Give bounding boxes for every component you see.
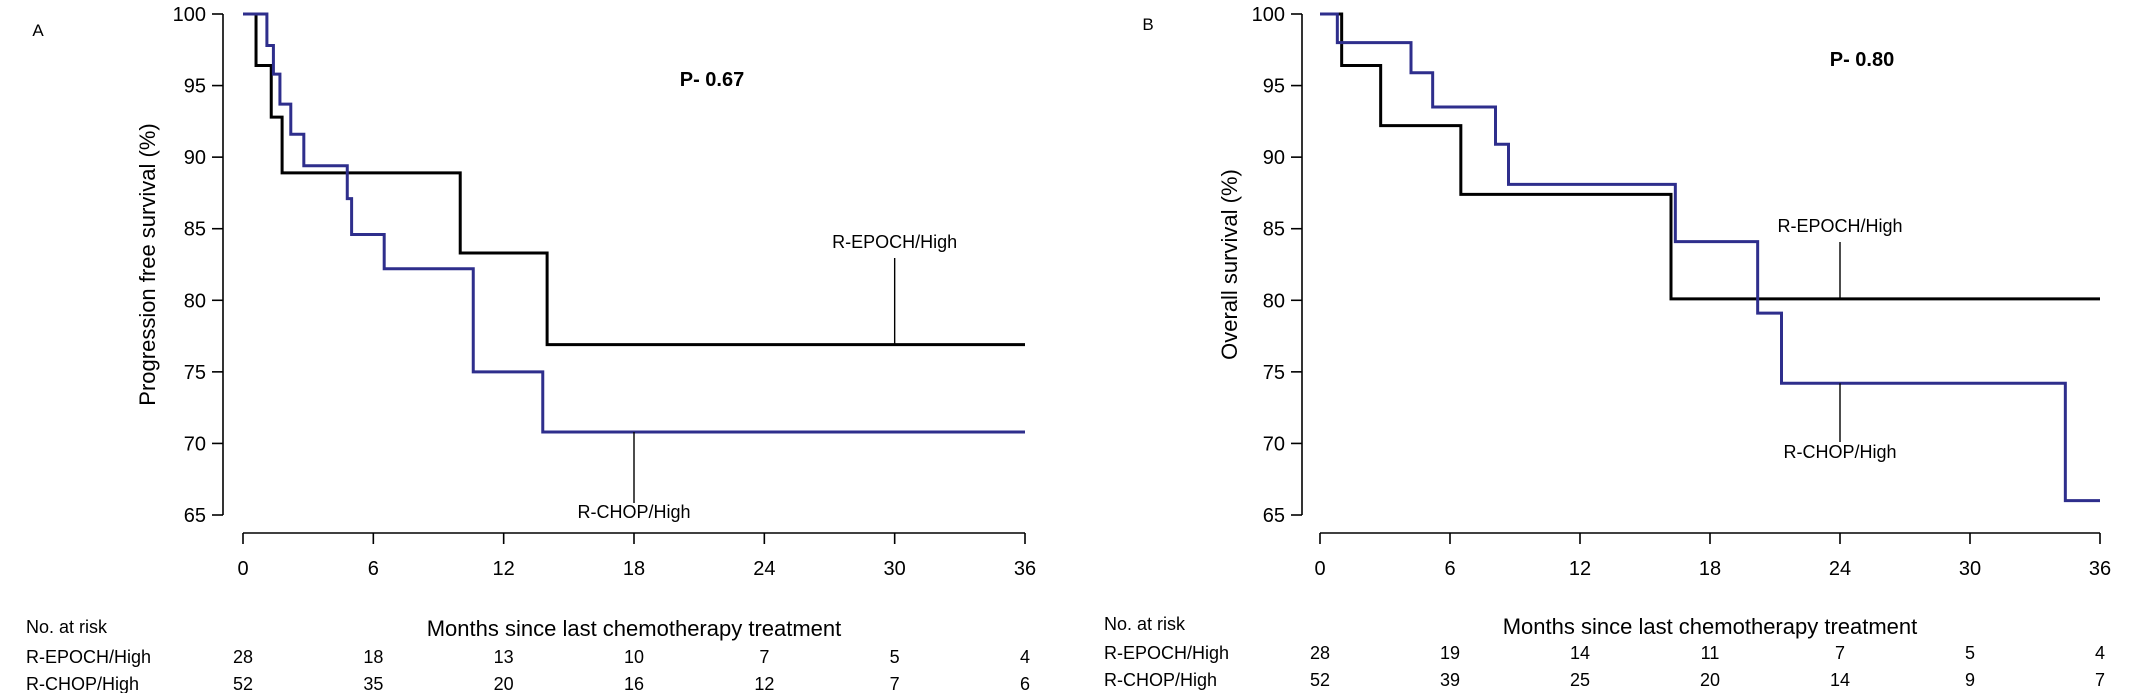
chart-2-x-tick-label: 0 [1314, 558, 1325, 580]
chart-2-x-tick-label: 36 [2089, 558, 2111, 580]
chart-2-p-value: P- 0.80 [1830, 49, 1894, 71]
chart-2-risk-count: 7 [1835, 643, 1845, 663]
chart-1-risk-count: 28 [233, 647, 253, 667]
chart-1-x-tick-label: 6 [368, 558, 379, 580]
chart-2-x-tick-label: 24 [1829, 558, 1851, 580]
chart-1-y-tick-label: 70 [184, 433, 206, 455]
chart-2-risk-count: 7 [2095, 670, 2105, 690]
chart-2-x-tick-label: 6 [1444, 558, 1455, 580]
chart-1-risk-count: 35 [363, 674, 383, 693]
chart-1-x-axis-title: Months since last chemotherapy treatment [427, 616, 842, 641]
chart-1-y-tick-label: 100 [173, 4, 206, 26]
chart-2-risk-count: 52 [1310, 670, 1330, 690]
chart-2-annotation-label: R-EPOCH/High [1777, 216, 1902, 236]
chart-1-series-r-chop-high-curve [243, 12, 1025, 434]
chart-2-risk-count: 4 [2095, 643, 2105, 663]
chart-2-y-tick-label: 75 [1263, 362, 1285, 384]
chart-1-y-axis-title: Progression free survival (%) [135, 123, 160, 405]
chart-2-x-tick-label: 18 [1699, 558, 1721, 580]
chart-1-risk-count: 5 [890, 647, 900, 667]
chart-2-series-r-chop-high-curve [1320, 12, 2100, 503]
chart-2-risk-count: 39 [1440, 670, 1460, 690]
chart-1-x-tick-label: 30 [884, 558, 906, 580]
chart-1-risk-table-header: No. at risk [26, 617, 108, 637]
chart-1-x-tick-label: 0 [237, 558, 248, 580]
chart-1-y-tick-label: 65 [184, 505, 206, 527]
chart-1-x-tick-label: 12 [493, 558, 515, 580]
chart-1-series-r-epoch-high-curve [243, 12, 1025, 347]
chart-2-x-tick-label: 12 [1569, 558, 1591, 580]
chart-2-risk-count: 20 [1700, 670, 1720, 690]
chart-1-risk-count: 7 [759, 647, 769, 667]
chart-1-risk-count: 4 [1020, 647, 1030, 667]
chart-1-y-tick-label: 95 [184, 76, 206, 98]
chart-1-risk-row-label: R-EPOCH/High [26, 647, 151, 667]
chart-2-panel-letter: B [1142, 15, 1153, 34]
chart-2-y-tick-label: 90 [1263, 147, 1285, 169]
chart-1-y-tick-label: 85 [184, 219, 206, 241]
chart-2-risk-count: 19 [1440, 643, 1460, 663]
chart-1-y-tick-label: 75 [184, 362, 206, 384]
chart-1-p-value: P- 0.67 [680, 69, 744, 91]
chart-1-x-tick-label: 24 [753, 558, 775, 580]
chart-1-annotation-label: R-EPOCH/High [832, 232, 957, 252]
chart-1-risk-count: 52 [233, 674, 253, 693]
chart-2-x-tick-label: 30 [1959, 558, 1981, 580]
chart-2-y-axis-title: Overall survival (%) [1217, 169, 1242, 360]
chart-2-y-tick-label: 95 [1263, 76, 1285, 98]
chart-1-risk-count: 18 [363, 647, 383, 667]
chart-2-annotation-label: R-CHOP/High [1783, 442, 1896, 462]
chart-1-x-tick-label: 18 [623, 558, 645, 580]
chart-1-risk-count: 16 [624, 674, 644, 693]
chart-2-risk-count: 25 [1570, 670, 1590, 690]
chart-1-panel-letter: A [32, 21, 44, 40]
chart-2-risk-count: 28 [1310, 643, 1330, 663]
chart-1-risk-count: 13 [494, 647, 514, 667]
chart-1-risk-count: 6 [1020, 674, 1030, 693]
chart-2-series-r-epoch-high-curve [1320, 12, 2100, 301]
chart-2-y-tick-label: 70 [1263, 433, 1285, 455]
chart-1-risk-count: 7 [890, 674, 900, 693]
chart-2-y-tick-label: 100 [1252, 4, 1285, 26]
chart-1-x-tick-label: 36 [1014, 558, 1036, 580]
chart-1-annotation-label: R-CHOP/High [577, 502, 690, 522]
chart-1-y-tick-label: 80 [184, 290, 206, 312]
chart-2-risk-count: 14 [1830, 670, 1850, 690]
chart-2-y-tick-label: 65 [1263, 505, 1285, 527]
chart-1-risk-count: 12 [754, 674, 774, 693]
chart-1-risk-row-label: R-CHOP/High [26, 674, 139, 693]
chart-2-risk-count: 9 [1965, 670, 1975, 690]
chart-2-y-tick-label: 80 [1263, 290, 1285, 312]
chart-1-risk-count: 10 [624, 647, 644, 667]
chart-2-risk-row-label: R-EPOCH/High [1104, 643, 1229, 663]
chart-2-risk-row-label: R-CHOP/High [1104, 670, 1217, 690]
chart-2-x-axis-title: Months since last chemotherapy treatment [1503, 614, 1918, 639]
chart-2-risk-count: 5 [1965, 643, 1975, 663]
chart-2-risk-count: 14 [1570, 643, 1590, 663]
chart-2-y-tick-label: 85 [1263, 219, 1285, 241]
chart-2-risk-table-header: No. at risk [1104, 614, 1186, 634]
chart-1-risk-count: 20 [494, 674, 514, 693]
chart-1-y-tick-label: 90 [184, 147, 206, 169]
chart-2-risk-count: 11 [1701, 643, 1720, 663]
